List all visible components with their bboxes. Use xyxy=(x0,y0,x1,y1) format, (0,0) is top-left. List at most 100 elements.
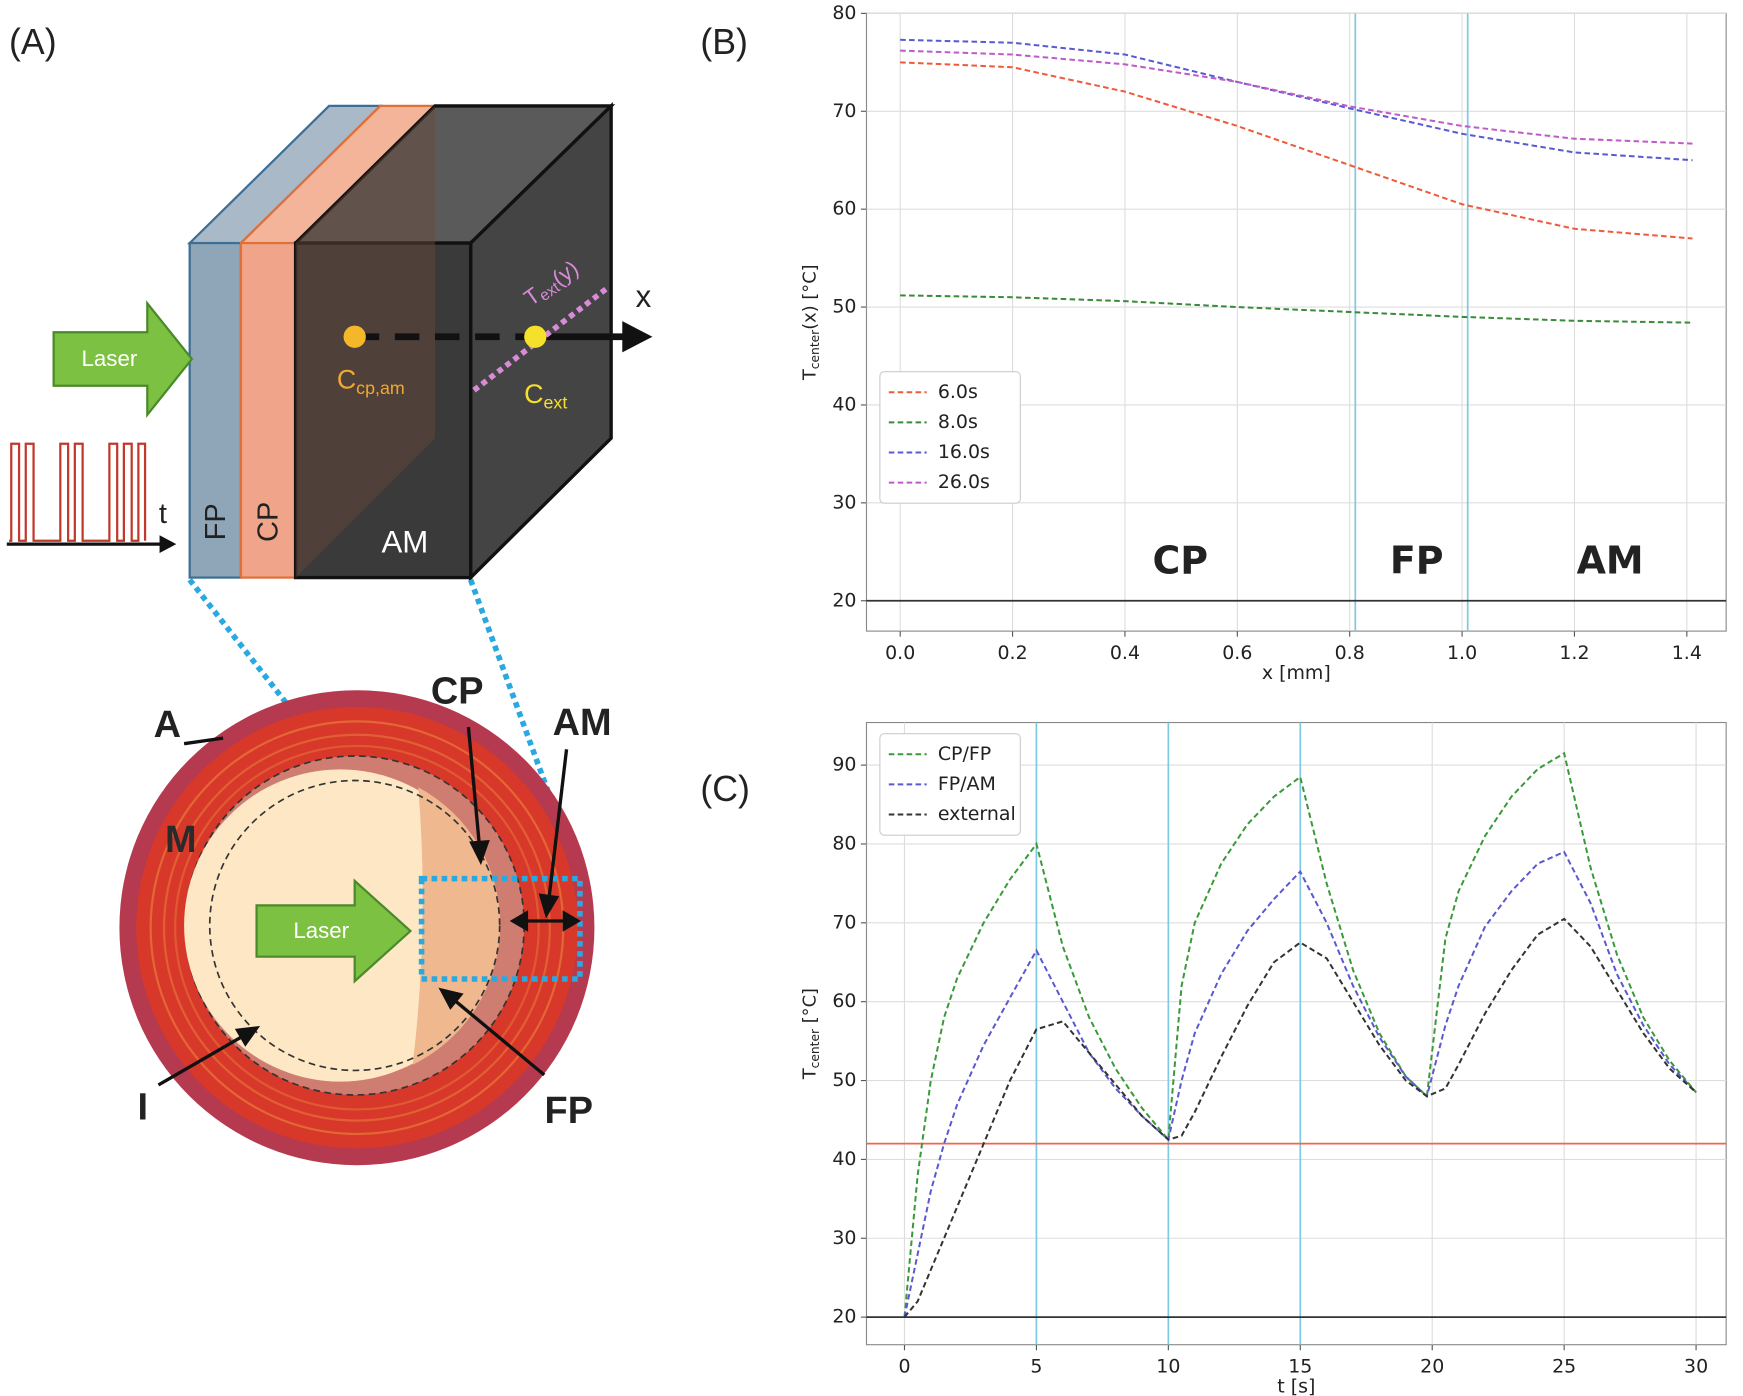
layer-label: FP xyxy=(200,503,232,540)
x-tick-label: 15 xyxy=(1288,1356,1312,1378)
panel-label: (C) xyxy=(700,769,750,809)
series-line xyxy=(903,850,1697,1318)
x-tick-label: 30 xyxy=(1684,1356,1708,1378)
pointer xyxy=(183,736,224,746)
y-tick-label: 30 xyxy=(832,1227,856,1249)
arrow-head xyxy=(509,910,529,932)
pointer xyxy=(466,726,482,848)
y-tick-label: 40 xyxy=(832,1148,856,1170)
laser-label: Laser xyxy=(81,346,137,371)
vessel-label: A xyxy=(154,704,181,746)
y-tick-label: 30 xyxy=(832,491,856,513)
arrow-head xyxy=(562,910,582,932)
x-tick-label: 1.0 xyxy=(1447,642,1477,664)
y-tick-label: 50 xyxy=(832,1069,856,1091)
media-fiber xyxy=(174,744,540,1111)
annotation: CP xyxy=(1152,539,1208,583)
y-tick-label: 80 xyxy=(832,2,856,24)
legend-label: 6.0s xyxy=(938,381,978,403)
point xyxy=(524,325,547,348)
x-tick-label: 0.6 xyxy=(1222,642,1252,664)
x-tick-label: 1.4 xyxy=(1672,642,1702,664)
arrow-head xyxy=(538,893,560,919)
x-axis-label: x [mm] xyxy=(1262,662,1331,684)
y-label-sub: center xyxy=(808,329,822,369)
y-label-suffix: [°C] xyxy=(800,988,821,1029)
arrow-head xyxy=(159,535,177,554)
base: C xyxy=(337,364,356,394)
plaque-boundary xyxy=(208,779,501,1072)
y-label-base: T xyxy=(800,1068,821,1080)
y-label-sub: center xyxy=(808,1028,822,1068)
y-tick-label: 70 xyxy=(832,100,856,122)
x-tick-label: 0.8 xyxy=(1335,642,1365,664)
series-line xyxy=(900,49,1693,145)
legend-box xyxy=(879,733,1021,836)
axis-label: x xyxy=(636,279,652,314)
y-axis-label: Tcenter [°C] xyxy=(800,988,822,1080)
am-front xyxy=(293,241,473,580)
x-tick-label: 0.4 xyxy=(1110,642,1140,664)
series-line xyxy=(903,917,1697,1318)
sub: cp,am xyxy=(356,378,405,398)
y-label-suffix: (x) [°C] xyxy=(800,264,821,329)
x-tick-label: 1.2 xyxy=(1559,642,1589,664)
y-tick-label: 20 xyxy=(832,589,856,611)
arrow-head xyxy=(234,1025,261,1047)
y-tick-label: 60 xyxy=(832,990,856,1012)
y-tick-label: 80 xyxy=(832,832,856,854)
x-tick-label: 0.2 xyxy=(998,642,1028,664)
media-fiber xyxy=(162,733,551,1122)
pointers xyxy=(157,726,582,1087)
plot-area xyxy=(865,12,1727,632)
pointer xyxy=(547,749,569,902)
legend-label: 16.0s xyxy=(938,441,990,463)
c-label: Ccp,am xyxy=(337,364,405,397)
legend-box xyxy=(879,371,1021,504)
cp-front xyxy=(239,241,297,579)
series-line xyxy=(900,294,1693,324)
layer-label: AM xyxy=(381,524,428,559)
y-tick-label: 40 xyxy=(832,393,856,415)
laser-label: Laser xyxy=(293,918,349,943)
arrow-head xyxy=(622,321,653,353)
x-tick-label: 5 xyxy=(1030,1356,1042,1378)
legend-label: CP/FP xyxy=(938,743,991,765)
zoom-box xyxy=(418,875,583,982)
legend-label: 26.0s xyxy=(938,471,990,493)
y-tick-label: 20 xyxy=(832,1306,856,1328)
point xyxy=(343,325,366,348)
panel-a: (A) FP CP AM x Text(y) Ccp,am Cext Laser… xyxy=(6,22,653,1166)
arrow-head xyxy=(438,987,464,1010)
sub: ext xyxy=(544,392,568,412)
vessel-label: M xyxy=(165,819,197,861)
legend-label: 8.0s xyxy=(938,411,978,433)
am-inner xyxy=(295,105,435,578)
laser-arrow xyxy=(255,878,413,984)
laser-arrow xyxy=(52,300,194,418)
y-tick-label: 60 xyxy=(832,198,856,220)
layer-label: CP xyxy=(253,502,285,542)
x-tick-label: 20 xyxy=(1420,1356,1444,1378)
vessel-label: FP xyxy=(545,1090,593,1132)
y-tick-label: 70 xyxy=(832,911,856,933)
pointer xyxy=(157,1033,247,1087)
annotation: AM xyxy=(1577,539,1644,583)
y-label-base: T xyxy=(800,369,821,381)
x-tick-label: 10 xyxy=(1156,1356,1180,1378)
annotation: FP xyxy=(1390,539,1444,583)
pulse-train xyxy=(9,442,147,542)
y-axis-label: Tcenter(x) [°C] xyxy=(800,264,822,381)
x-tick-label: 25 xyxy=(1552,1356,1576,1378)
legend-label: external xyxy=(938,803,1016,825)
time-label: t xyxy=(159,498,167,530)
vessel-label: CP xyxy=(431,671,484,713)
series-line xyxy=(903,751,1697,1318)
panel-label: (A) xyxy=(9,22,57,62)
series-line xyxy=(900,61,1693,240)
x-tick-label: 0 xyxy=(898,1356,910,1378)
panel-label: (B) xyxy=(700,22,748,62)
x-axis-label: t [s] xyxy=(1277,1376,1315,1396)
vessel-label: I xyxy=(138,1086,149,1128)
